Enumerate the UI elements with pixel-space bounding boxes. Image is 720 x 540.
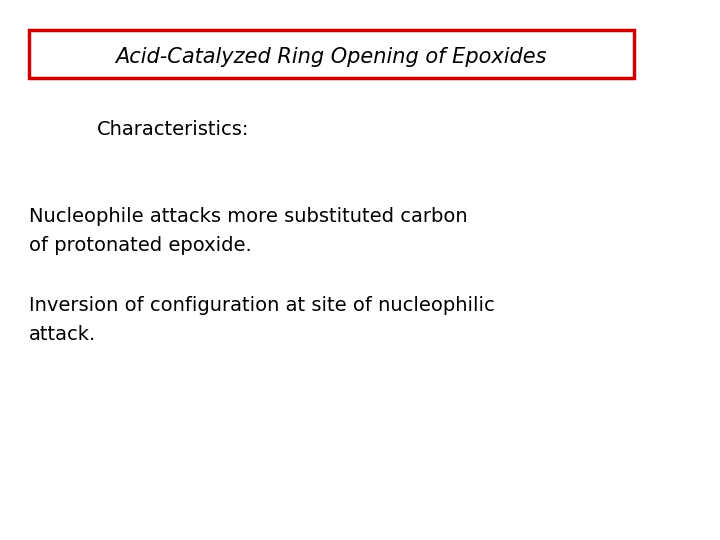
Text: Characteristics:: Characteristics: [97,120,250,139]
Text: attack.: attack. [29,325,96,345]
Text: Acid-Catalyzed Ring Opening of Epoxides: Acid-Catalyzed Ring Opening of Epoxides [115,46,547,67]
Text: of protonated epoxide.: of protonated epoxide. [29,236,251,255]
Bar [29,30,634,78]
Text: Nucleophile attacks more substituted carbon: Nucleophile attacks more substituted car… [29,206,467,226]
Text: Inversion of configuration at site of nucleophilic: Inversion of configuration at site of nu… [29,295,495,315]
